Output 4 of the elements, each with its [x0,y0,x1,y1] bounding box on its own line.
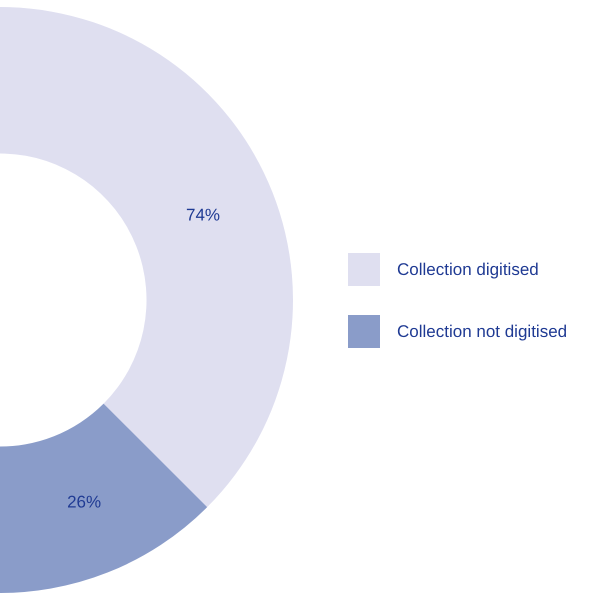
data-label: 26% [67,492,102,512]
legend-label: Collection not digitised [397,322,568,342]
legend-label: Collection digitised [397,260,539,280]
data-label: 74% [186,206,220,225]
